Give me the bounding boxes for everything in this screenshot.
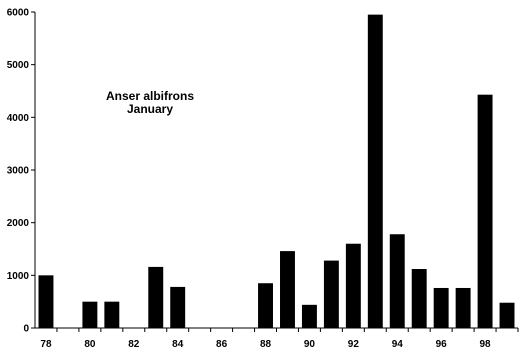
bar-95 <box>411 269 427 328</box>
bars <box>38 14 515 329</box>
bar-89 <box>280 251 295 328</box>
bar-97 <box>455 287 471 328</box>
x-tick-label: 86 <box>216 339 228 350</box>
y-axis: 0 1000 2000 3000 4000 5000 6000 <box>7 8 36 335</box>
bar-94 <box>389 234 405 328</box>
x-tick-label: 92 <box>348 339 360 350</box>
x-tick-label: 80 <box>84 339 96 350</box>
x-tick-label: 90 <box>304 339 316 350</box>
bar-80 <box>82 301 98 328</box>
y-tick-label: 3000 <box>7 166 30 177</box>
x-tick-label: 96 <box>436 339 448 350</box>
y-tick-label: 2000 <box>7 218 30 229</box>
x-axis: 78 80 82 84 86 88 90 92 94 96 98 <box>35 327 519 350</box>
annotation-line-2: January <box>127 102 173 116</box>
y-tick-label: 4000 <box>7 113 30 124</box>
bar-99 <box>499 302 515 328</box>
bar-91 <box>323 260 339 328</box>
bar-96 <box>433 287 449 328</box>
y-tick-label: 0 <box>23 324 29 335</box>
y-tick-label: 6000 <box>7 8 30 19</box>
bar-90 <box>301 304 317 328</box>
bar-92 <box>345 243 361 328</box>
y-tick-label: 5000 <box>7 60 30 71</box>
bar-78 <box>38 275 54 328</box>
annotation-line-1: Anser albifrons <box>106 89 194 103</box>
bar-93 <box>367 14 383 329</box>
bar-84 <box>170 286 186 328</box>
x-tick-label: 84 <box>172 339 184 350</box>
x-tick-label: 98 <box>480 339 492 350</box>
bar-83 <box>148 266 164 328</box>
x-tick-label: 78 <box>40 339 52 350</box>
bar-98 <box>477 94 493 328</box>
bar-81 <box>104 301 120 328</box>
x-tick-label: 88 <box>260 339 272 350</box>
x-tick-label: 82 <box>128 339 140 350</box>
x-tick-label: 94 <box>392 339 404 350</box>
bar-88 <box>258 283 273 328</box>
y-tick-label: 1000 <box>7 271 30 282</box>
